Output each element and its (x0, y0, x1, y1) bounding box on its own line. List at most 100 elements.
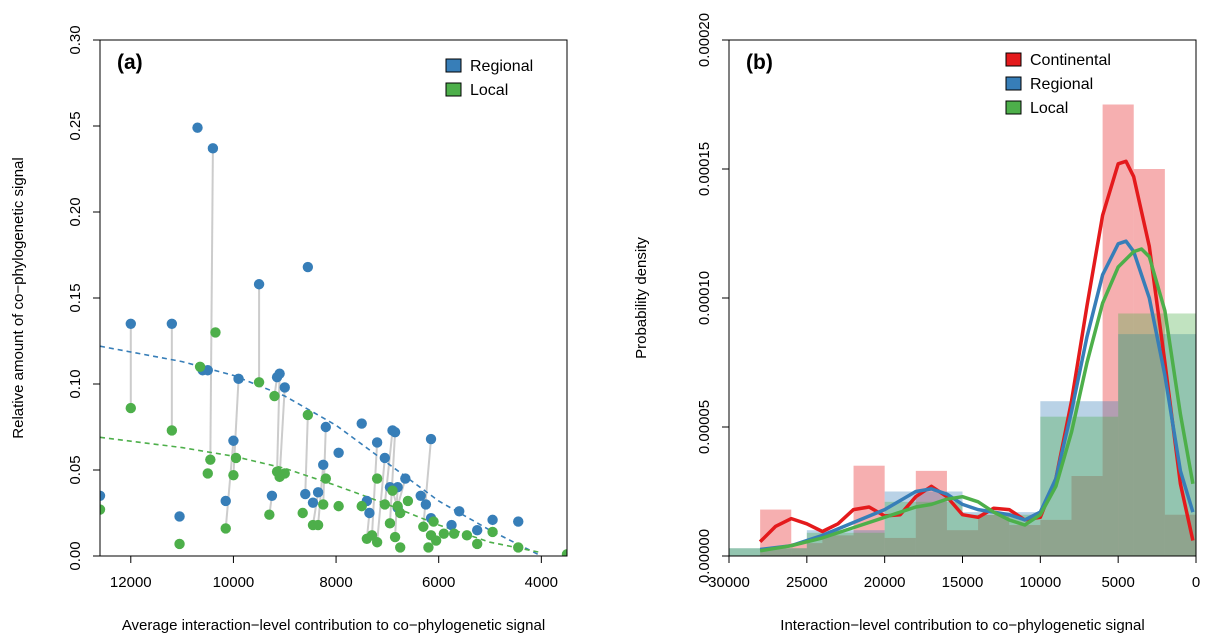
panel-b-density-histogram: 30000 25000 20000 15000 10000 5000 0 0.00000 0.0… (633, 13, 1200, 634)
x-axis-label: Interaction−level contribution to co−phy… (780, 617, 1144, 634)
pair-connector (370, 442, 379, 536)
hist-bar-local (806, 532, 885, 556)
pair-connector (422, 438, 433, 527)
hist-bar-regional (1118, 334, 1196, 556)
point-local (461, 530, 473, 541)
point-regional (279, 382, 290, 393)
point-regional (220, 495, 231, 507)
x-tick-label: 8000 (319, 574, 352, 591)
legend-swatch-regional (445, 58, 462, 73)
point-local (320, 473, 332, 484)
point-local (395, 507, 406, 519)
point-local (513, 542, 524, 553)
legend-label-regional: Regional (470, 58, 533, 75)
y-tick-label: 0.25 (67, 111, 84, 140)
pair-connector (383, 430, 394, 505)
point-local (220, 523, 231, 534)
point-local (194, 361, 206, 372)
point-local (264, 509, 275, 520)
y-tick-label: 0.00005 (696, 400, 713, 454)
point-local (356, 500, 367, 512)
hist-bar-local (884, 501, 963, 556)
point-local (269, 390, 280, 402)
legend-label-regional: Regional (1030, 76, 1093, 93)
point-regional (389, 426, 401, 438)
pair-connector (311, 492, 320, 526)
panel-label: (b) (746, 51, 773, 74)
point-regional (446, 519, 457, 531)
hist-bar-continental (1009, 525, 1041, 556)
point-regional (415, 490, 426, 501)
hist-bar-continental (884, 537, 916, 556)
hist-bar-continental (822, 535, 854, 556)
density-curve-local (759, 247, 1195, 553)
point-local (174, 538, 185, 550)
point-regional (228, 435, 239, 446)
point-local (471, 538, 483, 550)
point-regional (420, 499, 432, 510)
pair-connector (276, 373, 281, 472)
y-tick-label: 0.00 (67, 541, 84, 570)
point-regional (174, 511, 185, 522)
point-local (205, 454, 216, 465)
point-regional (400, 473, 411, 484)
hist-bar-local (729, 548, 807, 556)
x-tick-label: 12000 (110, 574, 152, 591)
hist-bar-continental (946, 530, 979, 556)
x-tick-label: 10000 (1019, 574, 1061, 591)
pair-connector (304, 414, 309, 495)
hist-bar-continental (1071, 476, 1103, 556)
point-local (384, 518, 396, 529)
point-local (125, 402, 136, 414)
hist-bar-continental (791, 543, 823, 556)
hist-bar-continental (1040, 519, 1072, 556)
y-tick-label: 0.10 (67, 369, 84, 398)
y-tick-label: 0.00010 (696, 271, 713, 325)
y-tick-label: 0.20 (67, 197, 84, 226)
legend-label-local: Local (470, 82, 508, 99)
hist-bar-continental (978, 514, 1010, 556)
y-tick-label: 0.15 (67, 283, 84, 312)
point-local (100, 504, 106, 515)
point-local (279, 468, 290, 479)
point-regional (166, 318, 178, 329)
point-local (210, 327, 221, 338)
point-local (487, 526, 498, 538)
point-local (202, 468, 213, 479)
point-regional (125, 318, 136, 329)
legend-swatch-local (445, 82, 462, 97)
x-tick-label: 4000 (525, 574, 558, 591)
y-tick-label: 0.00020 (696, 13, 713, 67)
x-tick-label: 15000 (942, 574, 984, 591)
legend-label-continental: Continental (1030, 52, 1111, 69)
point-regional (100, 490, 106, 501)
y-tick-label: 0.05 (67, 455, 84, 484)
x-tick-label: 10000 (213, 574, 255, 591)
x-tick-label: 6000 (422, 574, 455, 591)
trend-line-local (100, 436, 542, 554)
y-axis-label: Probability density (633, 237, 650, 359)
point-local (230, 452, 242, 464)
point-local (318, 499, 329, 510)
hist-bar-continental (1133, 169, 1165, 556)
legend-swatch-regional (1005, 76, 1022, 91)
point-local (302, 409, 314, 421)
point-local (402, 495, 414, 507)
point-local (379, 499, 391, 510)
point-regional (487, 514, 498, 526)
point-regional (379, 452, 391, 464)
pair-connector (376, 457, 386, 543)
pair-connector (209, 148, 214, 460)
x-axis-label: Average interaction−level contribution t… (122, 617, 545, 634)
legend-label-local: Local (1030, 100, 1068, 117)
point-regional (266, 490, 278, 501)
point-regional (364, 507, 375, 519)
hist-bar-regional (729, 548, 807, 556)
point-local (438, 528, 450, 539)
point-regional (300, 488, 311, 500)
point-local (371, 537, 383, 548)
point-local (395, 542, 406, 553)
point-regional (192, 122, 203, 133)
point-local (561, 549, 567, 556)
plot-area (100, 122, 567, 556)
